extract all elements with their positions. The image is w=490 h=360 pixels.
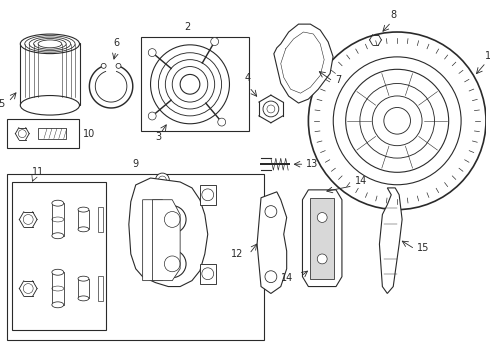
- Circle shape: [211, 38, 219, 45]
- Bar: [98, 276, 103, 301]
- Polygon shape: [143, 200, 170, 281]
- Text: 9: 9: [133, 159, 139, 169]
- Circle shape: [218, 118, 226, 126]
- Polygon shape: [379, 188, 402, 293]
- Circle shape: [148, 112, 156, 120]
- Text: 1: 1: [485, 51, 490, 60]
- Polygon shape: [302, 190, 342, 287]
- Bar: [52, 272, 64, 305]
- Circle shape: [148, 49, 156, 57]
- Circle shape: [265, 206, 277, 217]
- Polygon shape: [152, 200, 180, 281]
- Bar: [52, 203, 64, 236]
- Text: 3: 3: [155, 131, 162, 141]
- Bar: [20, 43, 79, 105]
- Bar: [98, 207, 103, 232]
- Polygon shape: [257, 192, 287, 293]
- Ellipse shape: [52, 302, 64, 308]
- Bar: [200, 185, 216, 205]
- Text: 15: 15: [417, 243, 429, 253]
- Bar: [78, 210, 89, 229]
- Text: 8: 8: [390, 10, 396, 20]
- Text: 14: 14: [355, 176, 367, 186]
- Ellipse shape: [78, 296, 89, 301]
- Text: 7: 7: [335, 75, 341, 85]
- Polygon shape: [129, 178, 208, 287]
- Circle shape: [317, 212, 327, 222]
- Text: 12: 12: [231, 249, 244, 259]
- Text: 6: 6: [113, 38, 119, 48]
- Bar: [7, 174, 264, 340]
- Text: 11: 11: [32, 167, 45, 177]
- Bar: [141, 37, 249, 131]
- Ellipse shape: [78, 207, 89, 212]
- Ellipse shape: [52, 233, 64, 239]
- Polygon shape: [310, 198, 334, 279]
- Bar: [78, 279, 89, 298]
- Circle shape: [317, 254, 327, 264]
- Ellipse shape: [78, 227, 89, 232]
- Ellipse shape: [52, 269, 64, 275]
- Ellipse shape: [52, 200, 64, 206]
- Circle shape: [150, 45, 229, 124]
- Ellipse shape: [20, 95, 79, 115]
- Text: 14: 14: [281, 273, 293, 283]
- Circle shape: [155, 173, 169, 187]
- Text: 4: 4: [244, 73, 250, 84]
- Ellipse shape: [20, 34, 79, 54]
- Bar: [200, 264, 216, 284]
- Bar: [38, 128, 66, 139]
- Circle shape: [116, 63, 121, 68]
- Text: 2: 2: [184, 22, 190, 32]
- Circle shape: [265, 271, 277, 283]
- Ellipse shape: [78, 276, 89, 281]
- Circle shape: [158, 250, 186, 278]
- Text: 10: 10: [83, 129, 96, 139]
- Circle shape: [101, 63, 106, 68]
- Text: 13: 13: [306, 159, 318, 169]
- Text: 5: 5: [0, 99, 5, 109]
- Circle shape: [180, 75, 200, 94]
- Bar: [12, 182, 106, 330]
- Circle shape: [158, 206, 186, 233]
- Polygon shape: [274, 24, 333, 103]
- Circle shape: [308, 32, 486, 210]
- Bar: [7, 119, 78, 148]
